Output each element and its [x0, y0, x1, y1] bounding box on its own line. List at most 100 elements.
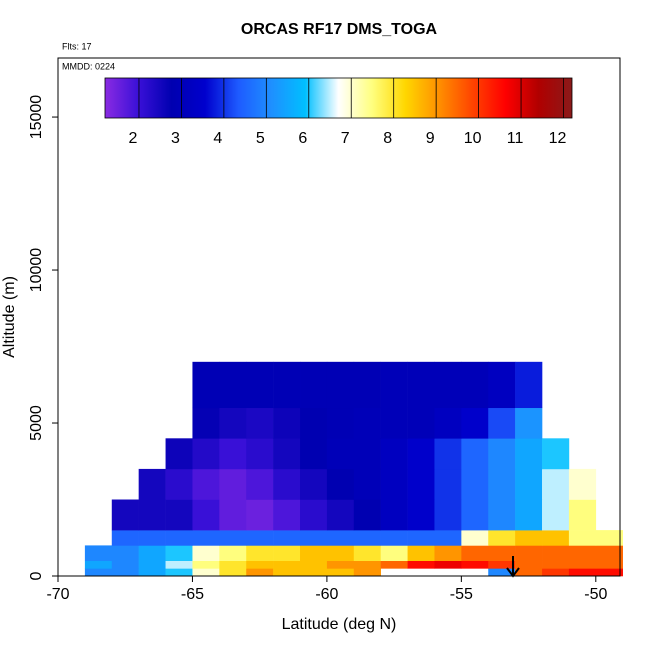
chart-title: ORCAS RF17 DMS_TOGA — [241, 21, 438, 38]
heat-cell — [192, 438, 220, 470]
colorbar-tick-label: 8 — [383, 130, 392, 147]
heat-cell — [515, 545, 543, 562]
colorbar-tick-label: 7 — [341, 130, 350, 147]
heat-cell — [138, 499, 166, 531]
heat-cell — [461, 530, 489, 546]
colorbar-tick-label: 12 — [549, 130, 567, 147]
heat-cell — [380, 468, 408, 500]
heat-cell — [488, 361, 516, 409]
heat-cell — [434, 438, 462, 470]
heat-cell — [515, 361, 543, 409]
heat-cell — [246, 407, 274, 439]
heat-cell — [138, 468, 166, 500]
heat-cell — [273, 361, 301, 409]
heat-cell — [461, 407, 489, 439]
heat-cell — [568, 568, 597, 577]
heat-cell — [434, 361, 462, 409]
heat-cell — [353, 560, 381, 569]
heat-cell — [542, 568, 570, 577]
heat-cell — [246, 560, 274, 569]
heat-cell — [111, 545, 139, 562]
annotation: MMDD: 0224 — [62, 61, 115, 71]
heat-cell — [300, 560, 328, 569]
heat-cell — [434, 407, 462, 439]
heat-cell — [273, 468, 301, 500]
heat-cell — [84, 560, 113, 569]
heat-cell — [219, 560, 247, 569]
heat-cell — [488, 407, 516, 439]
heat-cell — [165, 499, 193, 531]
flight-arrow — [506, 556, 520, 578]
y-tick-label: 5000 — [28, 405, 45, 441]
heat-cell — [246, 499, 274, 531]
heat-cell — [568, 545, 597, 562]
heat-cell — [380, 361, 408, 409]
heat-cell — [192, 361, 220, 409]
heat-cell — [380, 407, 408, 439]
heat-cell — [407, 438, 435, 470]
heat-cell — [380, 438, 408, 470]
colorbar-tick-label: 3 — [171, 130, 180, 147]
heat-cell — [515, 407, 543, 439]
heat-cell — [461, 438, 489, 470]
heat-cell — [353, 361, 381, 409]
heat-cell — [353, 568, 381, 577]
heat-cell — [461, 499, 489, 531]
heat-cell — [353, 545, 381, 562]
heat-cell — [246, 568, 274, 577]
heat-cell — [300, 407, 328, 439]
heat-cell — [84, 545, 113, 562]
heat-cell — [273, 438, 301, 470]
heat-cell — [461, 560, 489, 569]
heat-cell — [219, 361, 247, 409]
heat-cell — [219, 545, 247, 562]
x-tick-label: -55 — [450, 586, 473, 603]
heat-cell — [515, 530, 543, 546]
heat-cell — [568, 468, 597, 500]
heat-cell — [246, 545, 274, 562]
heat-cell — [595, 530, 623, 546]
heat-cell — [488, 545, 516, 562]
heat-cell — [219, 407, 247, 439]
heat-cell — [353, 499, 381, 531]
heat-cell — [461, 545, 489, 562]
heat-cell — [353, 468, 381, 500]
heat-cell — [407, 499, 435, 531]
heat-cell — [300, 361, 328, 409]
heat-cell — [219, 568, 247, 577]
heat-cell — [326, 560, 355, 569]
x-tick-label: -65 — [181, 586, 204, 603]
heat-cell — [192, 407, 220, 439]
heat-cell — [273, 560, 301, 569]
heat-cell — [273, 407, 301, 439]
heat-cell — [192, 499, 220, 531]
heat-cell — [300, 468, 328, 500]
heat-cell — [326, 438, 355, 470]
heat-cell — [488, 530, 516, 546]
heat-cell — [542, 499, 570, 531]
heat-cell — [568, 499, 597, 531]
heat-cell — [273, 568, 301, 577]
x-axis-label: Latitude (deg N) — [282, 616, 397, 633]
heat-cell — [138, 530, 166, 546]
heat-cell — [542, 468, 570, 500]
heat-cell — [461, 468, 489, 500]
heat-cell — [300, 530, 328, 546]
heat-cell — [273, 499, 301, 531]
heat-cell — [300, 545, 328, 562]
heat-cell — [326, 407, 355, 439]
heat-cell — [515, 568, 543, 577]
heat-cell — [326, 530, 355, 546]
colorbar — [104, 77, 573, 119]
heat-cell — [515, 438, 543, 470]
heat-cell — [111, 530, 139, 546]
heat-cell — [165, 568, 193, 577]
heat-cell — [407, 545, 435, 562]
heat-cell — [273, 530, 301, 546]
heat-cell — [542, 438, 570, 470]
heat-cell — [488, 560, 516, 569]
heat-cell — [326, 499, 355, 531]
heat-cell — [407, 530, 435, 546]
colorbar-tick-label: 2 — [129, 130, 138, 147]
